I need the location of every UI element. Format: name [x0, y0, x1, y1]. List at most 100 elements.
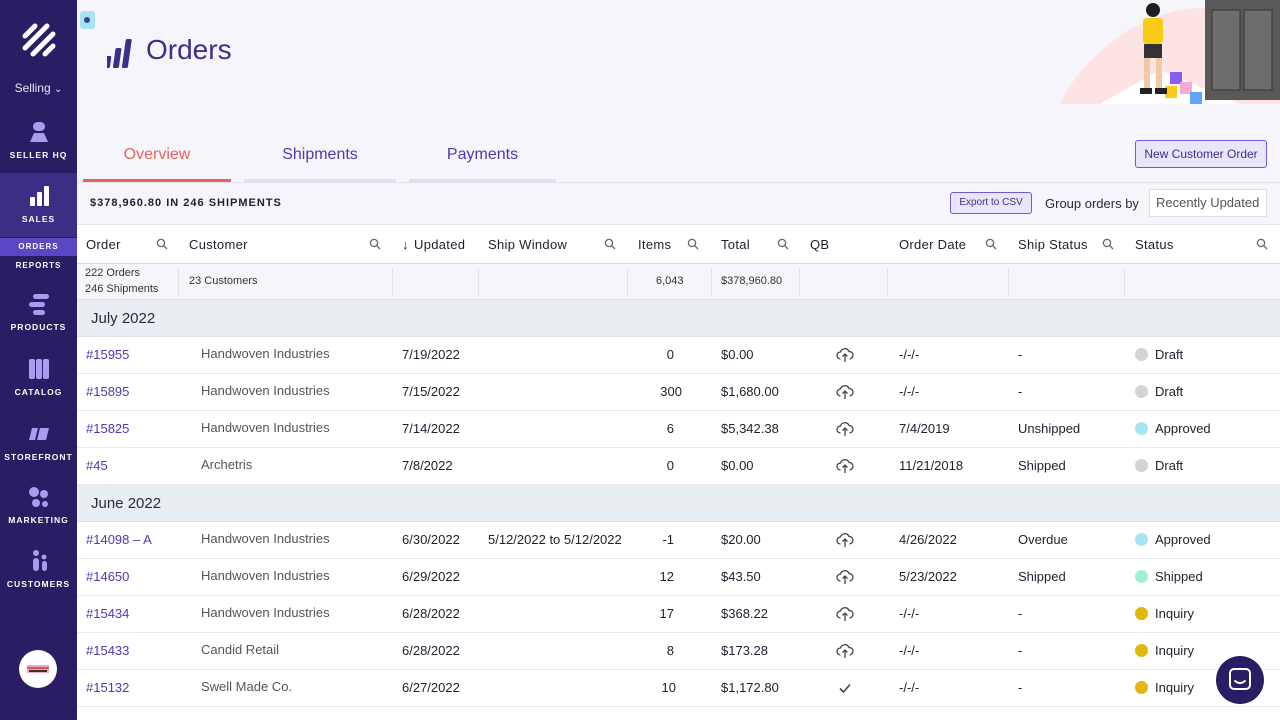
cloud-upload-icon[interactable]: [836, 642, 854, 660]
table-row[interactable]: #15433 Candid Retail 6/28/2022 8 $173.28…: [77, 633, 1280, 670]
order-total: $368.22: [721, 606, 768, 621]
col-ship-status[interactable]: Ship Status: [1018, 237, 1088, 252]
nav-sales[interactable]: SALES: [0, 173, 77, 237]
cloud-upload-icon[interactable]: [836, 605, 854, 623]
table-row[interactable]: #45 Archetris 7/8/2022 0 $0.00 11/21/201…: [77, 448, 1280, 485]
table-row[interactable]: #15955 Handwoven Industries 7/19/2022 0 …: [77, 337, 1280, 374]
cloud-upload-icon[interactable]: [836, 457, 854, 475]
customer-name: Handwoven Industries: [201, 420, 330, 435]
app-logo-icon[interactable]: [21, 22, 57, 58]
col-customer[interactable]: Customer: [189, 237, 248, 252]
order-link[interactable]: #45: [86, 458, 108, 473]
export-csv-button[interactable]: Export to CSV: [950, 192, 1032, 214]
order-date: 11/21/2018: [899, 458, 964, 473]
order-link[interactable]: #15132: [86, 680, 130, 695]
sidebar-toggle-icon[interactable]: [80, 11, 95, 29]
check-icon: [839, 683, 851, 694]
tab-shipments[interactable]: Shipments: [244, 138, 396, 182]
customers-icon: [32, 550, 47, 571]
customer-name: Handwoven Industries: [201, 605, 330, 620]
search-icon[interactable]: [687, 238, 699, 250]
table-row[interactable]: #15825 Handwoven Industries 7/14/2022 6 …: [77, 411, 1280, 448]
total-shipments: 246 Shipments: [85, 283, 159, 295]
cloud-upload-icon[interactable]: [836, 383, 854, 401]
status-dot: [1135, 570, 1148, 583]
col-order-date[interactable]: Order Date: [899, 237, 967, 252]
search-icon[interactable]: [985, 238, 997, 250]
status-dot: [1135, 422, 1148, 435]
order-date: -/-/-: [899, 384, 920, 399]
column-divider: [799, 268, 800, 296]
search-icon[interactable]: [156, 238, 168, 250]
hero-illustration: [1060, 0, 1280, 104]
nav-storefront[interactable]: STOREFRONT: [0, 422, 77, 462]
updated-date: 6/28/2022: [402, 606, 460, 621]
order-link[interactable]: #15955: [86, 347, 130, 362]
status-dot: [1135, 385, 1148, 398]
nav-seller-hq[interactable]: SELLER HQ: [0, 120, 77, 168]
order-date: 5/23/2022: [899, 569, 957, 584]
sort-desc-icon[interactable]: ↓: [402, 237, 409, 252]
tab-payments[interactable]: Payments: [409, 138, 556, 182]
cloud-upload-icon[interactable]: [836, 346, 854, 364]
col-updated[interactable]: Updated: [414, 237, 466, 252]
order-total: $173.28: [721, 643, 768, 658]
selling-dropdown[interactable]: Selling ⌄: [0, 81, 77, 95]
nav-label: PRODUCTS: [10, 322, 67, 332]
total-customers: 23 Customers: [189, 275, 258, 287]
seller-hq-icon: [29, 122, 48, 142]
cloud-upload-icon[interactable]: [836, 568, 854, 586]
order-link[interactable]: #15895: [86, 384, 130, 399]
order-link[interactable]: #15434: [86, 606, 130, 621]
col-qb[interactable]: QB: [810, 237, 830, 252]
search-icon[interactable]: [604, 238, 616, 250]
nav-marketing[interactable]: MARKETING: [0, 485, 77, 525]
selling-label: Selling: [14, 81, 51, 95]
table-row[interactable]: #14098 – A Handwoven Industries 6/30/202…: [77, 522, 1280, 559]
table-row[interactable]: #15434 Handwoven Industries 6/28/2022 17…: [77, 596, 1280, 633]
nav-catalog[interactable]: CATALOG: [0, 357, 77, 397]
new-customer-order-button[interactable]: New Customer Order: [1135, 140, 1267, 168]
tab-label: Payments: [446, 146, 519, 163]
order-link[interactable]: #15433: [86, 643, 130, 658]
table-row[interactable]: #14650 Handwoven Industries 6/29/2022 12…: [77, 559, 1280, 596]
col-ship-window[interactable]: Ship Window: [488, 237, 568, 252]
tab-indicator: [409, 179, 556, 182]
nav-products[interactable]: PRODUCTS: [0, 292, 77, 332]
month-label: June 2022: [91, 495, 162, 512]
order-total: $20.00: [721, 532, 761, 547]
subnav-orders[interactable]: ORDERS: [0, 238, 77, 256]
ship-status: Unshipped: [1018, 421, 1081, 436]
search-icon[interactable]: [1102, 238, 1114, 250]
storefront-icon: [28, 427, 49, 441]
nav-customers[interactable]: CUSTOMERS: [0, 549, 77, 589]
col-order[interactable]: Order: [86, 237, 121, 252]
cloud-upload-icon[interactable]: [836, 420, 854, 438]
items-count: -1: [662, 532, 674, 547]
customer-name: Handwoven Industries: [201, 383, 330, 398]
col-status[interactable]: Status: [1135, 237, 1174, 252]
status-label: Draft: [1155, 384, 1184, 399]
subnav-reports[interactable]: REPORTS: [15, 261, 62, 270]
order-link[interactable]: #15825: [86, 421, 130, 436]
updated-date: 7/15/2022: [402, 384, 460, 399]
order-link[interactable]: #14098 – A: [86, 532, 152, 547]
updated-date: 6/29/2022: [402, 569, 460, 584]
total-amount: $378,960.80: [721, 275, 783, 287]
company-logo-icon: [27, 665, 49, 673]
search-icon[interactable]: [777, 238, 789, 250]
search-icon[interactable]: [1256, 238, 1268, 250]
col-items[interactable]: Items: [638, 237, 672, 252]
tab-overview[interactable]: Overview: [83, 138, 231, 182]
tab-indicator: [244, 179, 396, 182]
company-avatar[interactable]: [19, 650, 57, 688]
cloud-upload-icon[interactable]: [836, 531, 854, 549]
search-icon[interactable]: [369, 238, 381, 250]
chat-launcher-button[interactable]: [1216, 656, 1264, 704]
table-row[interactable]: #15895 Handwoven Industries 7/15/2022 30…: [77, 374, 1280, 411]
col-total[interactable]: Total: [721, 237, 750, 252]
column-divider: [1008, 268, 1009, 296]
table-row[interactable]: #15132 Swell Made Co. 6/27/2022 10 $1,17…: [77, 670, 1280, 707]
order-link[interactable]: #14650: [86, 569, 130, 584]
group-by-select[interactable]: Recently Updated: [1149, 189, 1267, 217]
